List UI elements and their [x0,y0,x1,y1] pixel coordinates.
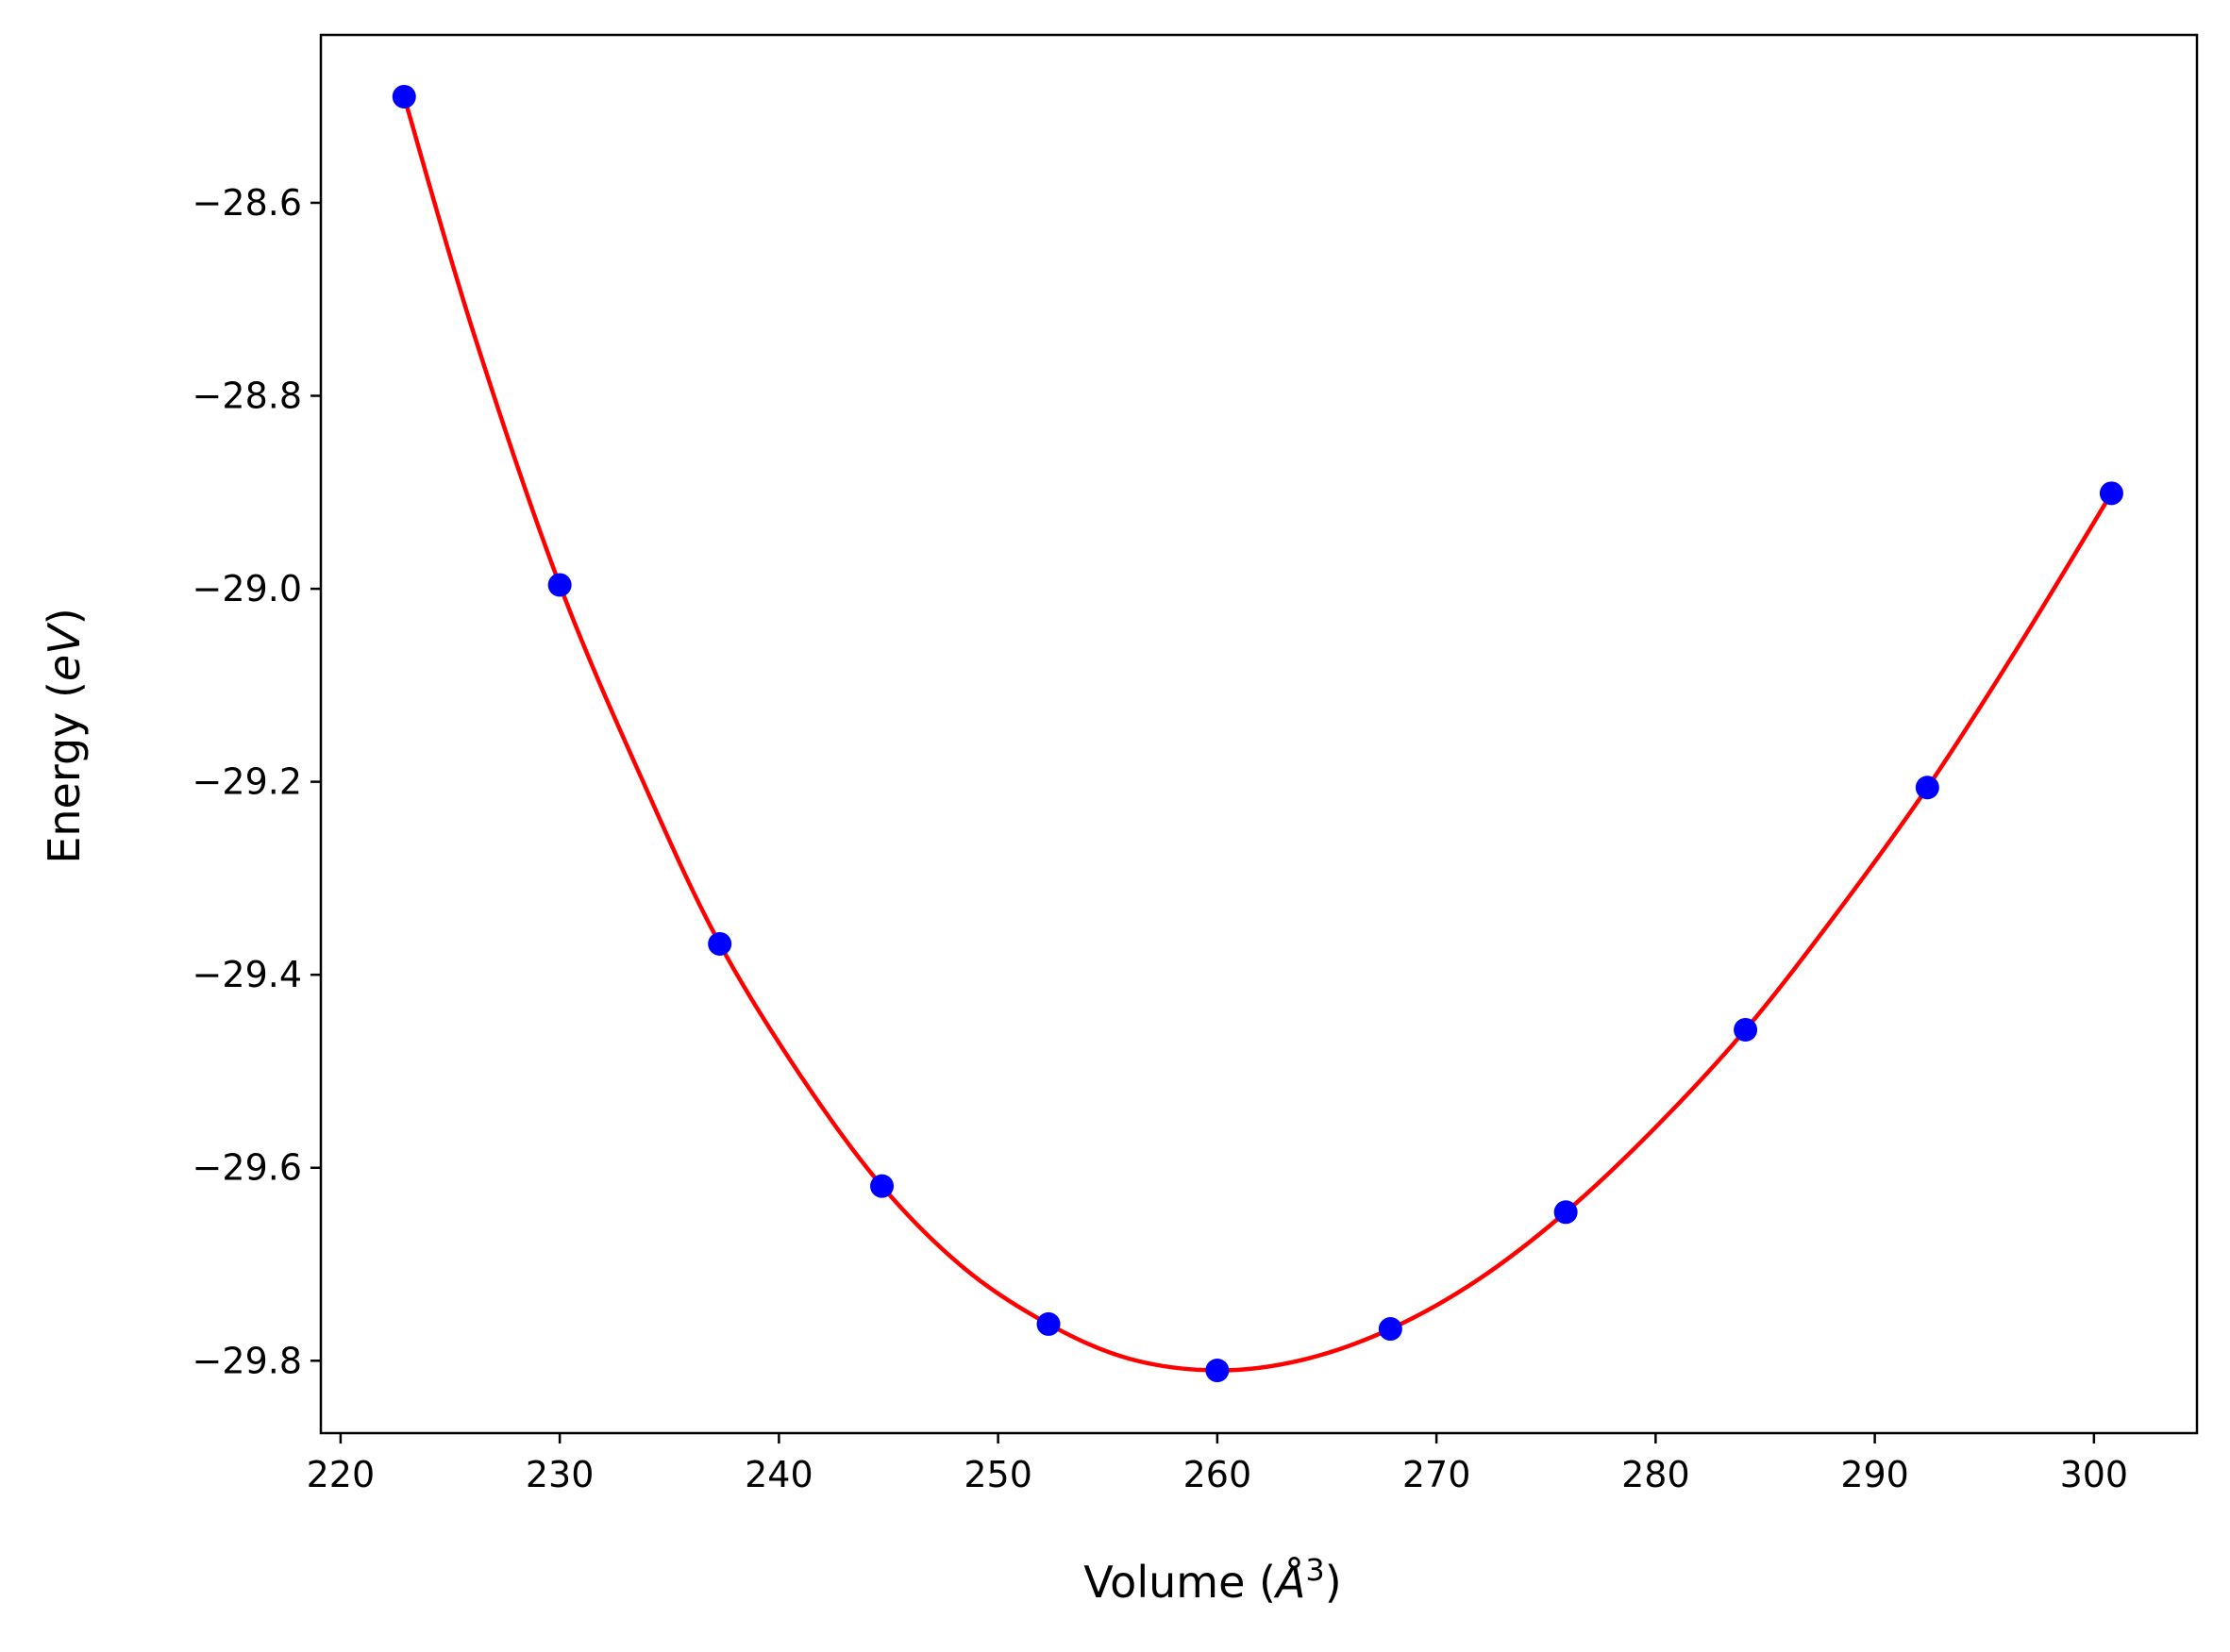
data-point [1036,1311,1061,1336]
fit-curve-line [402,94,2114,1373]
x-tick-label: 230 [526,1454,595,1495]
y-tick-label: −29.6 [193,1147,302,1189]
y-tick-label: −29.0 [193,568,302,609]
x-tick-label: 290 [1840,1454,1909,1495]
y-tick-label: −29.2 [193,761,302,803]
y-tick-label: −28.6 [193,182,302,224]
data-point [1205,1359,1230,1383]
x-tick-label: 240 [745,1454,813,1495]
data-point [392,84,416,108]
y-tick-label: −29.8 [193,1340,302,1381]
y-tick-label: −29.4 [193,954,302,995]
y-axis-label: Energy (eV) [39,608,90,863]
y-axis: −28.6 −28.8 −29.0 −29.2 −29.4 −29.6 −29.8 [193,182,321,1381]
fit-curve-layer [402,94,2114,1373]
data-point [870,1174,895,1198]
x-tick-label: 260 [1183,1454,1252,1495]
x-axis: 220 230 240 250 260 270 280 290 300 [307,1433,2128,1495]
y-tick-label: −28.8 [193,375,302,417]
data-point [2099,481,2123,506]
data-point [1378,1317,1402,1342]
x-tick-label: 250 [964,1454,1032,1495]
data-point [547,573,572,597]
data-points-layer [392,84,2123,1383]
x-tick-label: 220 [307,1454,376,1495]
plot-frame [319,33,2199,1435]
x-tick-label: 300 [2060,1454,2129,1495]
x-tick-label: 270 [1402,1454,1471,1495]
data-point [1553,1200,1578,1225]
data-point [1915,776,1939,800]
x-axis-label: Volume (Å3) [1083,1552,1341,1608]
x-tick-label: 280 [1621,1454,1690,1495]
plot-area-border [319,33,2199,1435]
data-point [708,931,732,956]
data-point [1734,1017,1758,1042]
